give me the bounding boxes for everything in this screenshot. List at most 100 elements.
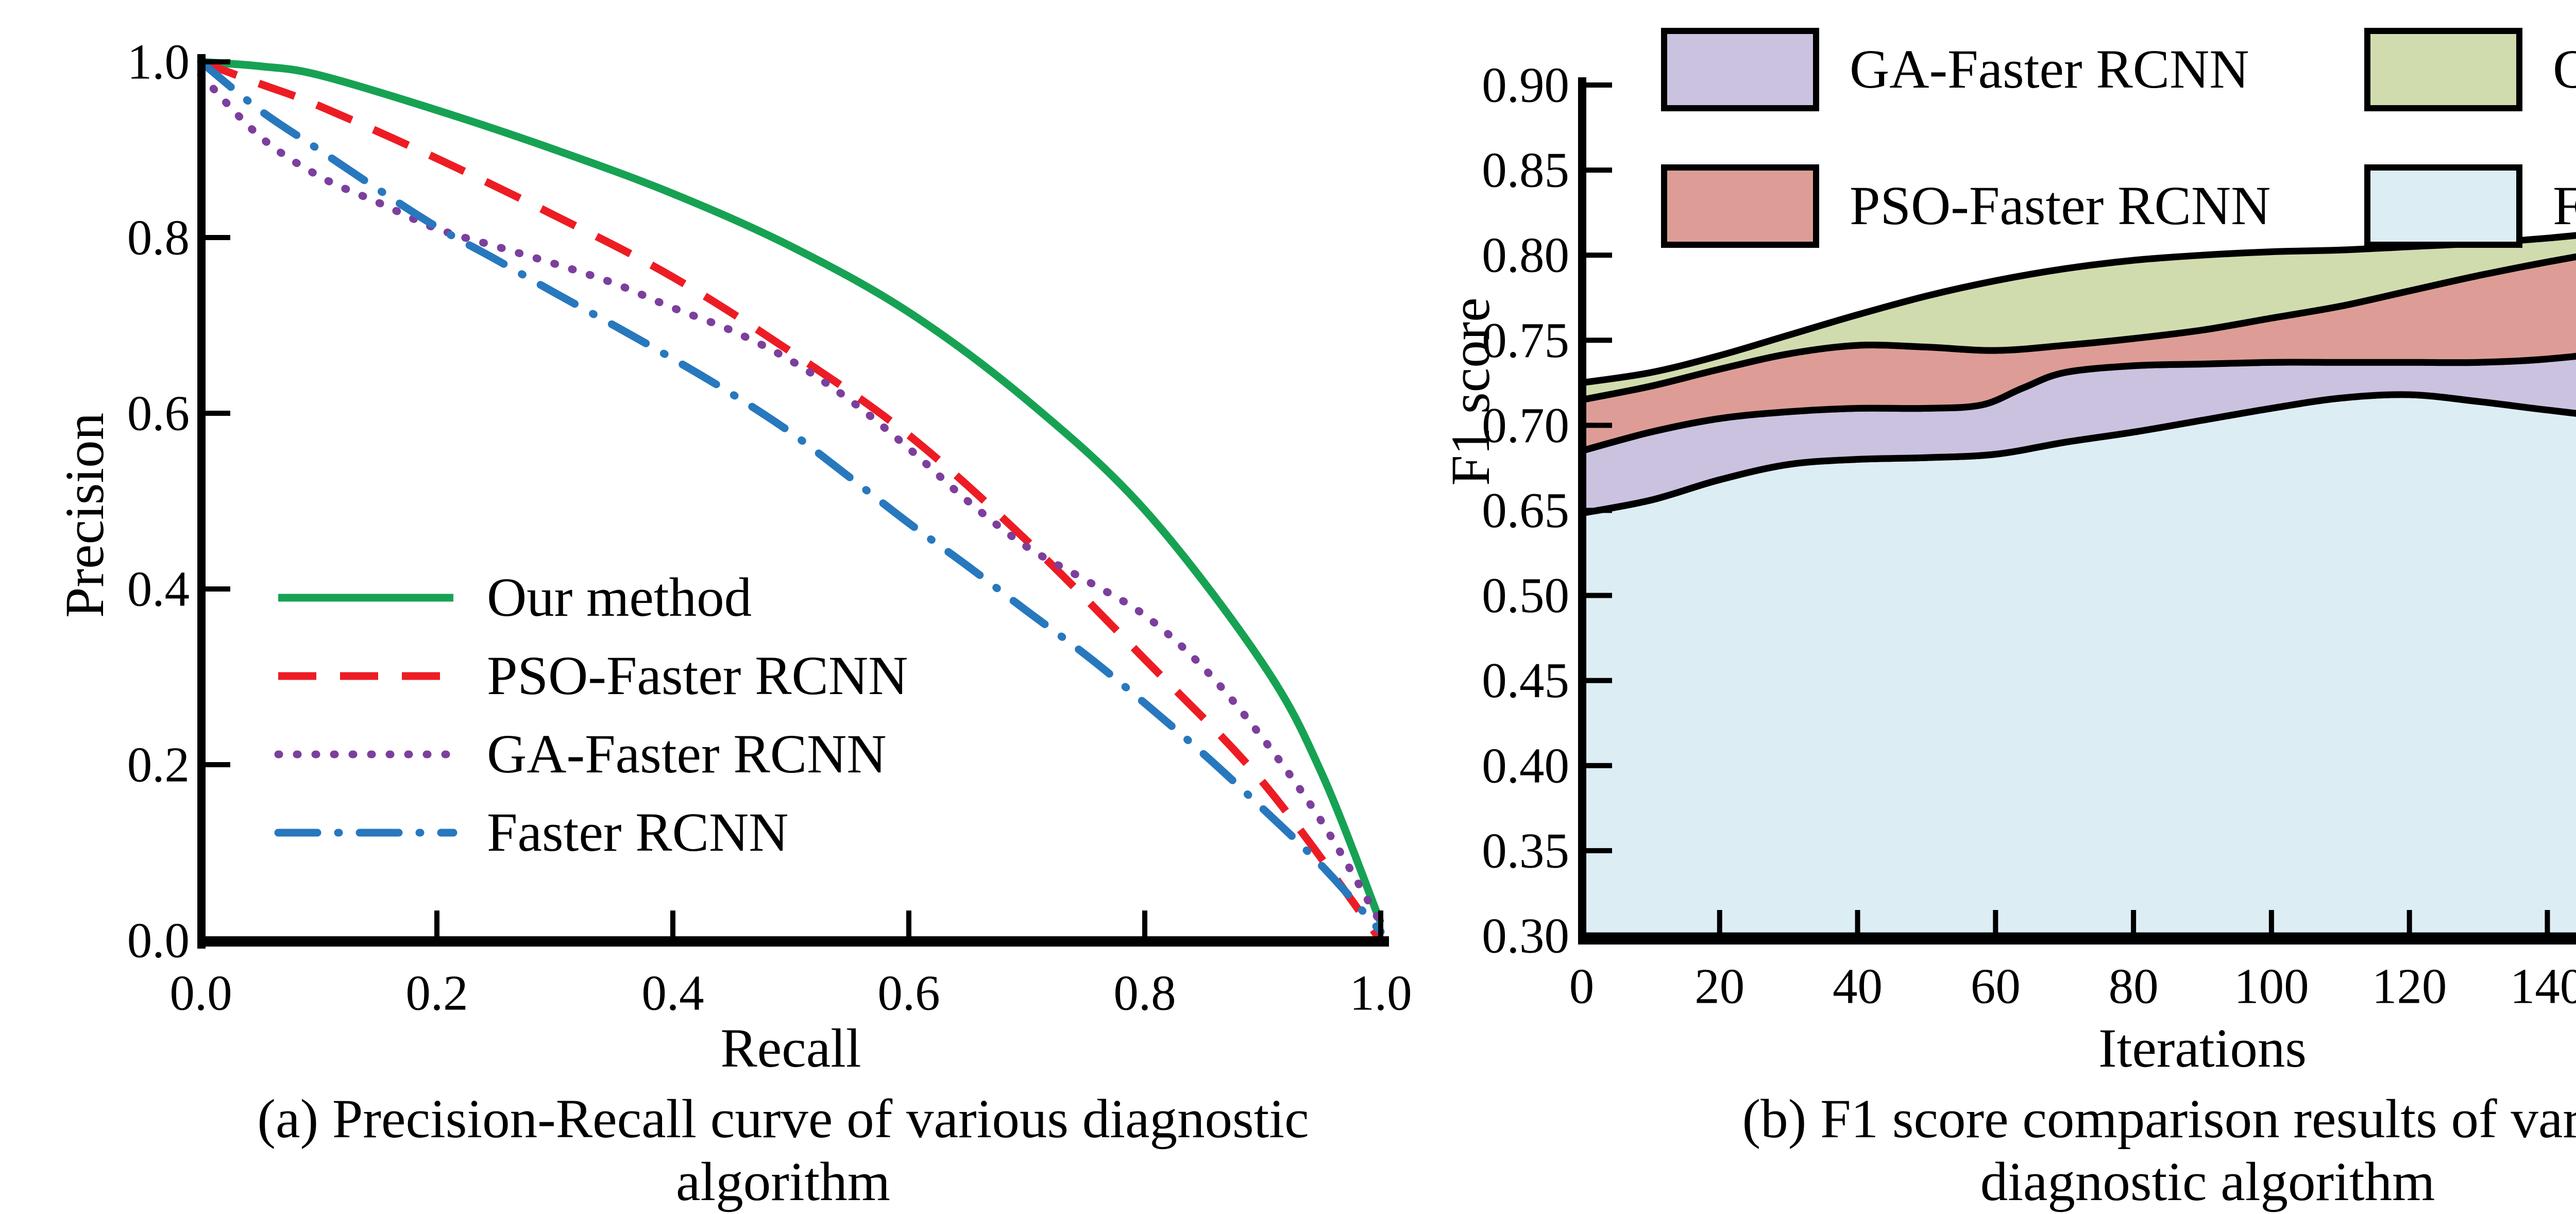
panel-a-legend: Our method PSO-Faster RCNN GA-Faster RCNN F… bbox=[274, 567, 908, 863]
panel-a-y-tick bbox=[206, 762, 230, 767]
panel-b-x-tick-label: 0 bbox=[1569, 959, 1595, 1014]
panel-a-y-tick-label: 0.4 bbox=[127, 562, 190, 617]
panel-a: Our method PSO-Faster RCNN GA-Faster RCNN F… bbox=[55, 35, 1412, 1213]
legend-swatch bbox=[1661, 164, 1819, 248]
panel-b-x-tick bbox=[2131, 910, 2137, 936]
panel-a-y-tick-label: 0.2 bbox=[127, 737, 190, 793]
panel-a-y-ticks: 0.0 0.2 0.4 0.6 0.8 1.0 bbox=[127, 35, 230, 968]
panel-a-x-tick-label: 0.8 bbox=[1113, 966, 1176, 1021]
panel-b-y-tick bbox=[1586, 593, 1612, 598]
panel-a-x-ticks: 0.0 0.2 0.4 0.6 0.8 1.0 bbox=[170, 911, 1412, 1021]
panel-a-legend-label: Faster RCNN bbox=[487, 802, 789, 863]
panel-a-y-tick bbox=[206, 938, 230, 943]
panel-a-x-tick bbox=[670, 911, 675, 936]
panel-b-y-tick bbox=[1586, 338, 1612, 343]
f1-band-our-method bbox=[1578, 232, 2576, 403]
panel-b-x-tick bbox=[2406, 910, 2412, 936]
panel-b-y-tick-label: 0.40 bbox=[1482, 738, 1569, 793]
panel-a-caption-line2: algorithm bbox=[676, 1152, 890, 1212]
pr-curve-ga-faster-rcnn bbox=[197, 71, 1385, 927]
panel-a-x-tick bbox=[198, 911, 204, 936]
panel-a-y-axis bbox=[197, 54, 206, 949]
panel-a-y-tick-label: 0.6 bbox=[127, 386, 190, 441]
pr-curve-pso-faster-rcnn bbox=[199, 58, 1384, 943]
panel-b-xlabel: Iterations bbox=[2098, 1018, 2307, 1079]
panel-b-y-tick bbox=[1586, 423, 1612, 428]
panel-b-x-ticks: 020406080100120140160180 bbox=[1569, 910, 2576, 1014]
pr-curve-faster-rcnn bbox=[197, 58, 1385, 936]
panel-a-legend-label: PSO-Faster RCNN bbox=[487, 646, 908, 706]
panel-b-y-tick-label: 0.50 bbox=[1482, 568, 1569, 623]
panel-b-y-tick bbox=[1586, 933, 1612, 938]
panel-b-legend-item: Faster RCNN bbox=[2364, 164, 2576, 248]
panel-b-legend-label: Faster RCNN bbox=[2553, 176, 2576, 237]
legend-swatch bbox=[2364, 164, 2522, 248]
panel-b-y-tick-label: 0.85 bbox=[1482, 143, 1569, 198]
legend-swatch bbox=[1661, 28, 1819, 111]
panel-b-y-tick bbox=[1586, 848, 1612, 853]
panel-a-x-tick bbox=[906, 911, 911, 936]
panel-b-legend: GA-Faster RCNN PSO-Faster RCNN Our method F… bbox=[1661, 28, 2576, 248]
panel-b-x-tick-label: 100 bbox=[2234, 959, 2309, 1014]
panel-b-y-axis bbox=[1578, 77, 1586, 944]
panel-b-y-tick-label: 0.45 bbox=[1482, 653, 1569, 708]
panel-a-x-tick bbox=[434, 911, 439, 936]
panel-b-x-tick-label: 140 bbox=[2510, 959, 2576, 1014]
panel-b-legend-item: PSO-Faster RCNN bbox=[1661, 164, 2270, 248]
panel-a-y-tick bbox=[206, 235, 230, 240]
panel-b-x-tick-label: 20 bbox=[1694, 959, 1744, 1014]
panel-b-y-tick bbox=[1586, 82, 1612, 88]
legend-swatch bbox=[2364, 28, 2522, 111]
panel-b-x-tick-label: 120 bbox=[2372, 959, 2447, 1014]
panel-a-x-tick-label: 0.2 bbox=[405, 966, 468, 1021]
panel-b-y-tick bbox=[1586, 252, 1612, 258]
panel-a-x-axis bbox=[197, 936, 1389, 947]
panel-a-y-tick bbox=[206, 411, 230, 416]
pr-curve-our-method bbox=[200, 58, 1384, 924]
panel-b-y-tick-label: 0.75 bbox=[1482, 313, 1569, 368]
panel-b-caption-line1: (b) F1 score comparison results of vario… bbox=[1742, 1089, 2576, 1150]
panel-a-x-tick-label: 0.0 bbox=[170, 966, 232, 1021]
panel-a-xlabel: Recall bbox=[720, 1018, 861, 1079]
panel-a-x-tick bbox=[1142, 911, 1147, 936]
panel-a-x-tick bbox=[1378, 911, 1383, 936]
panel-b-legend-label: Our method bbox=[2553, 39, 2576, 100]
panel-b-x-tick bbox=[1717, 910, 1722, 936]
panel-a-y-tick-label: 1.0 bbox=[127, 35, 190, 90]
f1-area-bands bbox=[1578, 232, 2576, 939]
panel-b-x-axis bbox=[1578, 934, 2576, 945]
pr-curves bbox=[197, 58, 1385, 943]
panel-b-y-tick-label: 0.30 bbox=[1482, 908, 1569, 964]
panel-a-ylabel: Precision bbox=[55, 413, 115, 618]
panel-a-legend-item: Our method bbox=[278, 567, 752, 628]
panel-a-y-tick bbox=[206, 59, 230, 64]
panel-b-x-tick bbox=[1579, 910, 1584, 936]
panel-a-y-tick-label: 0.8 bbox=[127, 210, 190, 265]
panel-a-y-tick-label: 0.0 bbox=[127, 913, 190, 968]
panel-b-x-tick-label: 60 bbox=[1971, 959, 2021, 1014]
panel-b-y-tick-label: 0.65 bbox=[1482, 483, 1569, 538]
panel-b-y-tick-label: 0.80 bbox=[1482, 228, 1569, 283]
panel-a-x-tick-label: 0.4 bbox=[641, 966, 704, 1021]
panel-b-x-tick bbox=[1993, 910, 1998, 936]
panel-b-x-tick-label: 40 bbox=[1833, 959, 1883, 1014]
panel-a-y-tick bbox=[206, 586, 230, 592]
panel-b-y-tick-label: 0.90 bbox=[1482, 58, 1569, 113]
panel-a-legend-item: PSO-Faster RCNN bbox=[278, 646, 908, 706]
panel-b-x-tick bbox=[2268, 910, 2274, 936]
panel-a-legend-label: Our method bbox=[487, 567, 752, 628]
panel-b-y-tick bbox=[1586, 678, 1612, 683]
panel-b-x-tick bbox=[2545, 910, 2550, 936]
panel-b-y-tick bbox=[1586, 167, 1612, 173]
panel-a-legend-label: GA-Faster RCNN bbox=[487, 724, 887, 785]
panel-b-x-tick bbox=[1855, 910, 1860, 936]
panel-b-y-tick-label: 0.70 bbox=[1482, 398, 1569, 453]
panel-b-y-tick-label: 0.35 bbox=[1482, 823, 1569, 878]
panel-b-legend-item: Our method bbox=[2364, 28, 2576, 111]
panel-a-x-tick-label: 1.0 bbox=[1349, 966, 1412, 1021]
panel-b: 0.90 0.85 0.80 0.75 0.70 0.65 0.50 0.45 0.40 0.35… bbox=[1440, 28, 2576, 1212]
panel-b-y-tick bbox=[1586, 763, 1612, 768]
panel-b-x-tick-label: 80 bbox=[2109, 959, 2159, 1014]
panel-b-legend-item: GA-Faster RCNN bbox=[1661, 28, 2249, 111]
